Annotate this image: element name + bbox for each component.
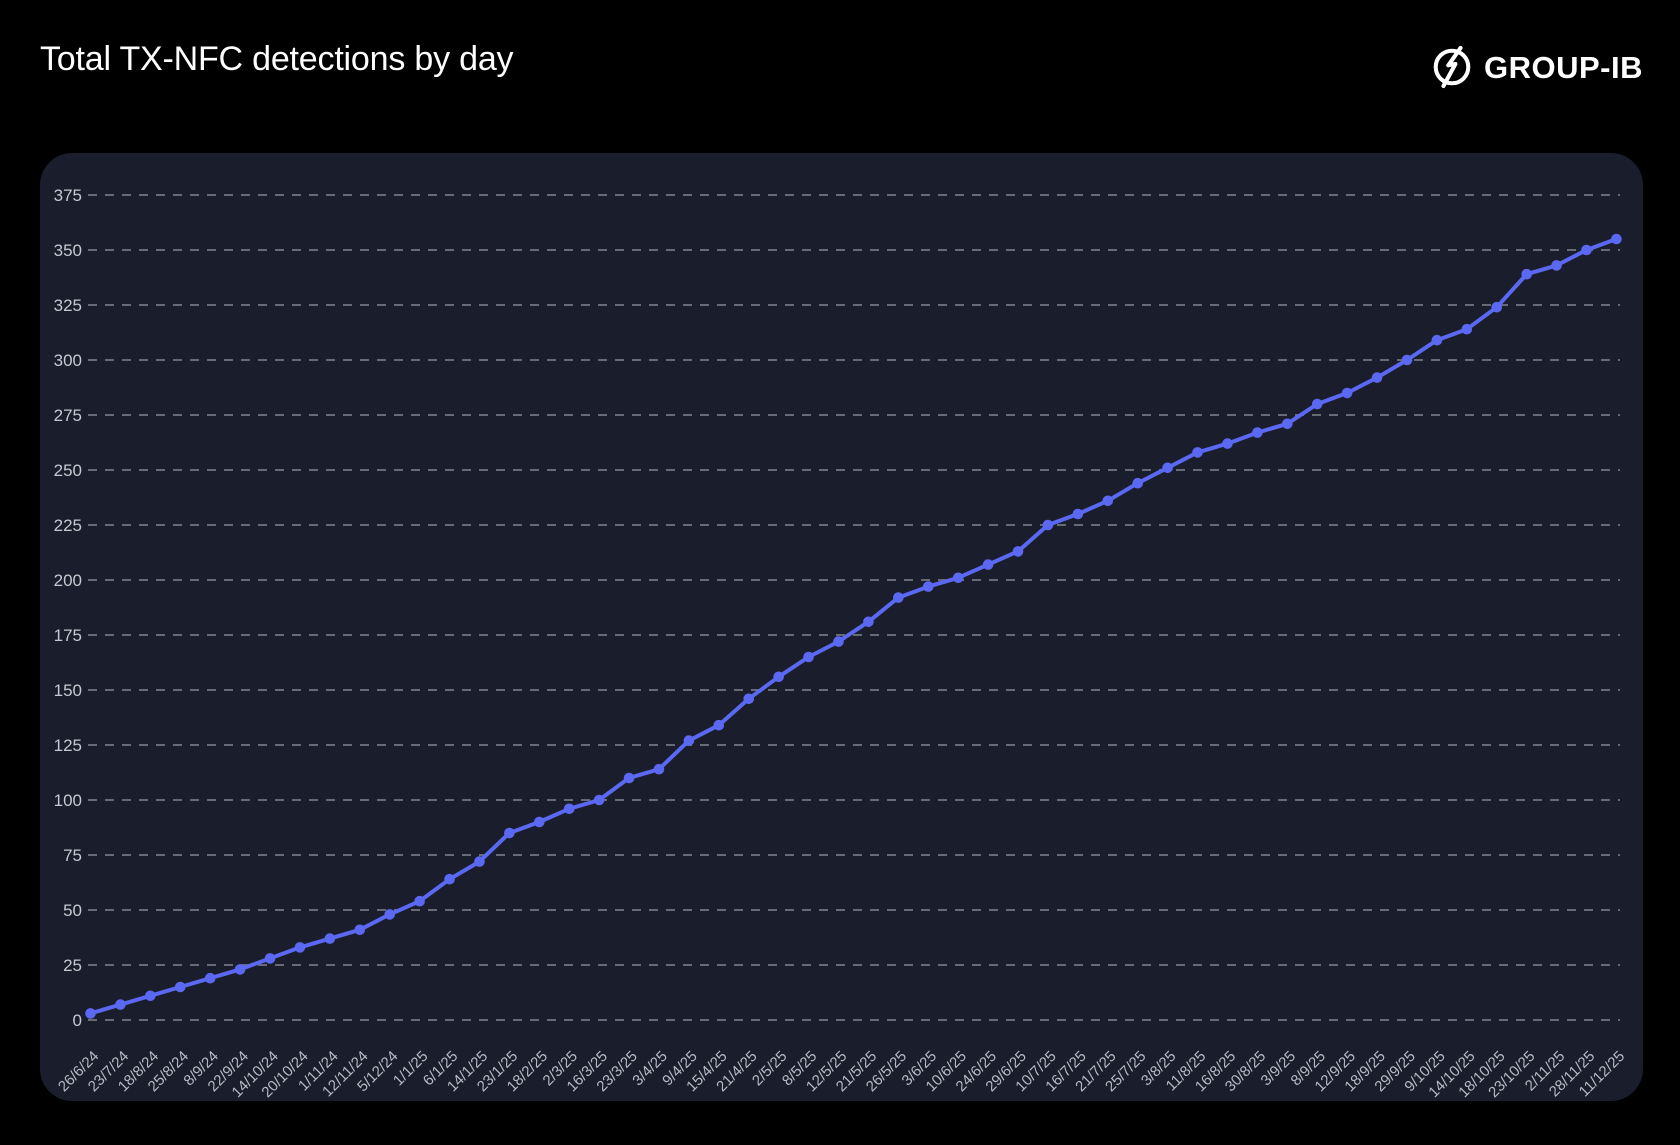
data-point — [264, 953, 276, 964]
data-point — [204, 972, 216, 984]
data-point — [713, 719, 725, 731]
data-point — [1252, 427, 1263, 438]
y-tick-label: 75 — [63, 846, 82, 865]
y-tick-label: 300 — [54, 351, 82, 370]
brand-logo-text: GROUP-IB — [1484, 49, 1643, 85]
data-point — [1491, 301, 1503, 313]
data-point — [1222, 438, 1233, 449]
y-tick-label: 350 — [54, 241, 82, 260]
series-line — [88, 237, 1619, 1016]
data-point — [1461, 323, 1473, 335]
data-point — [593, 794, 605, 806]
data-point — [1042, 519, 1054, 531]
data-point — [952, 572, 964, 584]
data-point — [1162, 462, 1173, 474]
data-point — [1311, 398, 1323, 410]
y-tick-label: 0 — [73, 1011, 82, 1030]
x-axis-labels: 26/6/2423/7/2418/8/2425/8/248/9/2422/9/2… — [55, 1048, 1628, 1101]
data-point — [1132, 477, 1143, 489]
data-point — [1521, 268, 1532, 280]
y-tick-label: 200 — [54, 571, 82, 590]
data-point — [1401, 354, 1413, 366]
y-tick-label: 375 — [54, 186, 82, 205]
data-point — [1611, 233, 1622, 245]
data-point — [922, 581, 934, 592]
page-title: Total TX-NFC detections by day — [40, 40, 514, 78]
data-point — [174, 981, 186, 993]
data-point — [773, 671, 784, 683]
gridlines — [88, 194, 1620, 1021]
data-point — [504, 827, 515, 839]
chart-panel: 0 25 50 75 100 125 150 175 200 225 250 275 300 325 350… — [40, 153, 1643, 1101]
data-point — [1282, 418, 1293, 430]
data-point — [653, 763, 665, 775]
data-point — [444, 873, 455, 885]
data-point — [1431, 334, 1443, 346]
data-point — [893, 592, 904, 603]
y-tick-label: 175 — [54, 626, 82, 645]
data-point — [145, 990, 156, 1002]
y-tick-label: 100 — [54, 791, 82, 810]
y-axis-labels: 0 25 50 75 100 125 150 175 200 225 250 275 300 325 350… — [54, 186, 82, 1030]
data-point — [234, 964, 246, 975]
data-point — [1192, 447, 1203, 458]
data-point — [863, 616, 874, 628]
data-point — [563, 803, 575, 815]
data-point — [384, 909, 396, 920]
data-point — [474, 856, 485, 867]
data-point — [1012, 546, 1024, 557]
data-point — [683, 735, 695, 746]
group-ib-logo-icon — [1431, 44, 1473, 90]
data-point — [534, 816, 545, 828]
data-point — [414, 895, 425, 907]
y-tick-label: 225 — [54, 516, 82, 535]
line-chart: 0 25 50 75 100 125 150 175 200 225 250 275 300 325 350… — [54, 186, 1629, 1101]
data-point — [294, 942, 306, 953]
data-point — [115, 999, 126, 1010]
data-point — [743, 693, 755, 705]
data-point — [833, 636, 844, 647]
data-point — [1551, 260, 1562, 271]
data-point — [1102, 495, 1114, 507]
y-tick-label: 50 — [63, 901, 82, 920]
y-tick-label: 250 — [54, 461, 82, 480]
brand-logo: GROUP-IB — [1431, 44, 1643, 90]
y-tick-label: 150 — [54, 681, 82, 700]
data-point — [1581, 244, 1592, 256]
data-series — [85, 233, 1622, 1019]
data-point — [1341, 387, 1353, 399]
y-tick-label: 325 — [54, 296, 82, 315]
data-point — [1371, 372, 1383, 383]
data-point — [803, 651, 814, 663]
data-point — [354, 924, 366, 936]
data-point — [324, 933, 336, 944]
data-point — [623, 772, 635, 784]
y-tick-label: 275 — [54, 406, 82, 425]
y-tick-label: 125 — [54, 736, 82, 755]
data-point — [85, 1008, 96, 1019]
data-point — [982, 559, 994, 570]
y-tick-label: 25 — [63, 956, 82, 975]
data-point — [1072, 508, 1084, 520]
